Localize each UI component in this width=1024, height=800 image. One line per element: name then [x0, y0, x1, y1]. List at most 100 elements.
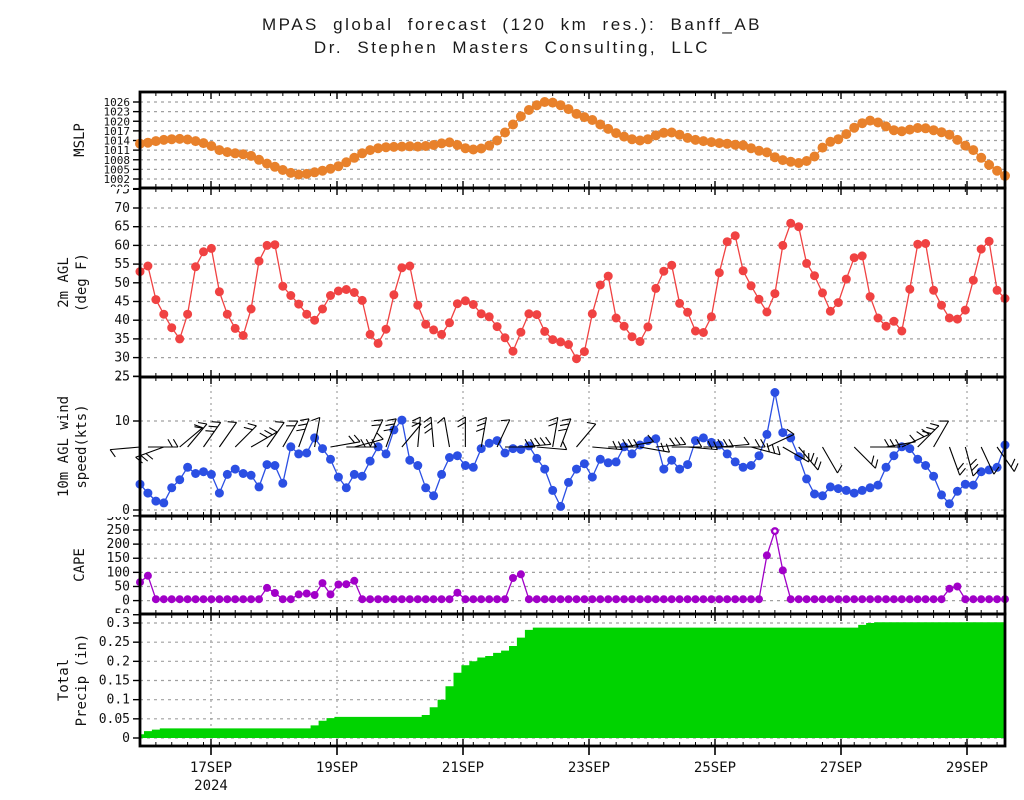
x-axis-year-label: 2024 — [194, 778, 228, 794]
wind-10m-point — [452, 451, 462, 461]
cape-point — [255, 595, 263, 604]
cape-point — [628, 595, 636, 604]
mslp-point — [460, 143, 471, 154]
mslp-point — [817, 142, 828, 153]
mslp-point — [992, 165, 1003, 176]
mslp-point — [658, 127, 669, 138]
temperature-2m-point — [167, 323, 177, 333]
mslp-point — [706, 137, 717, 148]
wind-10m-point — [294, 449, 304, 459]
wind-10m-point — [365, 456, 375, 466]
temperature-2m-point — [730, 231, 740, 241]
mslp-point — [555, 100, 566, 111]
cape-point — [977, 595, 986, 604]
cape-point — [485, 595, 494, 604]
cape-point — [453, 588, 462, 597]
ytick-label-temperature-2m: 45 — [114, 295, 130, 310]
wind-10m-point — [667, 455, 677, 465]
mslp-point — [912, 123, 923, 133]
mslp-point — [262, 158, 272, 169]
cape-point — [588, 595, 597, 604]
panel-total-precip: 0.3 0.25 0.2 0.15 0.1 0.05 0 — [99, 614, 1005, 746]
temperature-2m-point — [889, 316, 899, 326]
wind-10m-point — [286, 442, 296, 452]
mslp-point — [317, 165, 328, 176]
mslp-point — [738, 140, 749, 151]
mslp-point — [841, 129, 852, 140]
cape-point — [263, 583, 271, 592]
cape-point — [429, 595, 438, 604]
temperature-2m-point — [270, 240, 280, 250]
cape-point — [286, 595, 295, 604]
temperature-2m-point — [929, 285, 939, 295]
temperature-2m-point — [857, 251, 867, 261]
precip-area — [140, 622, 1005, 738]
ytick-label-temperature-2m: 25 — [114, 369, 130, 384]
temperature-2m-point — [175, 334, 185, 344]
mslp-point — [182, 134, 193, 145]
mslp-point — [309, 167, 320, 178]
ylabel-temperature-2m: (deg F) — [74, 253, 90, 312]
wind-10m-point — [532, 453, 542, 463]
wind-10m-point — [270, 461, 280, 470]
temperature-2m-point — [643, 322, 653, 332]
ytick-label-temperature-2m: 40 — [114, 313, 130, 328]
mslp-point — [166, 134, 177, 145]
cape-point — [405, 595, 414, 604]
ytick-label-mslp: 1008 — [104, 154, 131, 167]
mslp-point — [793, 158, 804, 168]
cape-point — [302, 589, 311, 598]
temperature-2m-point — [722, 237, 732, 247]
mslp-point — [293, 169, 304, 180]
mslp-point — [357, 148, 368, 159]
ylabel-total-precip: Precip (in) — [74, 634, 90, 727]
wind-10m-point — [246, 470, 256, 480]
cape-point — [691, 595, 700, 604]
ytick-label-mslp: 1023 — [104, 106, 131, 119]
mslp-point — [190, 136, 201, 147]
ytick-label-mslp: 1005 — [104, 163, 131, 176]
temperature-2m-point — [357, 295, 367, 305]
temperature-2m-point — [508, 346, 518, 356]
wind-10m-point — [556, 501, 566, 511]
wind-10m-point — [857, 485, 867, 495]
temperature-2m-point — [333, 286, 343, 296]
ytick-label-total-precip: 0.2 — [107, 654, 130, 669]
cape-point — [334, 580, 343, 589]
cape-point — [636, 595, 644, 604]
mslp-point — [214, 145, 225, 156]
cape-point — [183, 595, 192, 604]
wind-10m-point — [572, 464, 581, 474]
mslp-point — [896, 126, 907, 137]
mslp-point — [976, 152, 987, 163]
ytick-label-temperature-2m: 55 — [114, 257, 130, 272]
wind-10m-point — [429, 491, 439, 501]
wind-10m-point — [206, 469, 216, 479]
cape-point — [802, 595, 811, 604]
ytick-label-cape: 50 — [114, 579, 130, 594]
temperature-2m-point — [921, 239, 931, 248]
cape-point — [421, 595, 430, 604]
cape-point — [318, 579, 327, 588]
temperature-2m-point — [778, 240, 788, 250]
cape-point — [826, 595, 835, 604]
cape-point — [985, 595, 994, 604]
mslp-point — [404, 141, 415, 152]
wind-10m-point — [889, 451, 899, 461]
x-tick-label: 21SEP — [442, 760, 484, 776]
mslp-point — [428, 140, 439, 150]
ytick-label-total-precip: 0 — [122, 731, 130, 746]
ylabel-wind-10m: speed(kts) — [74, 404, 90, 488]
mslp-point — [539, 97, 550, 107]
cape-point — [929, 595, 938, 604]
temperature-2m-point — [587, 309, 597, 319]
mslp-point — [714, 138, 725, 149]
temperature-2m-point — [913, 239, 923, 249]
temperature-2m-point — [310, 315, 320, 325]
ytick-label-total-precip: 0.3 — [107, 616, 130, 631]
cape-point — [620, 595, 629, 604]
wind-10m-point — [254, 482, 264, 492]
mslp-point — [158, 134, 169, 145]
